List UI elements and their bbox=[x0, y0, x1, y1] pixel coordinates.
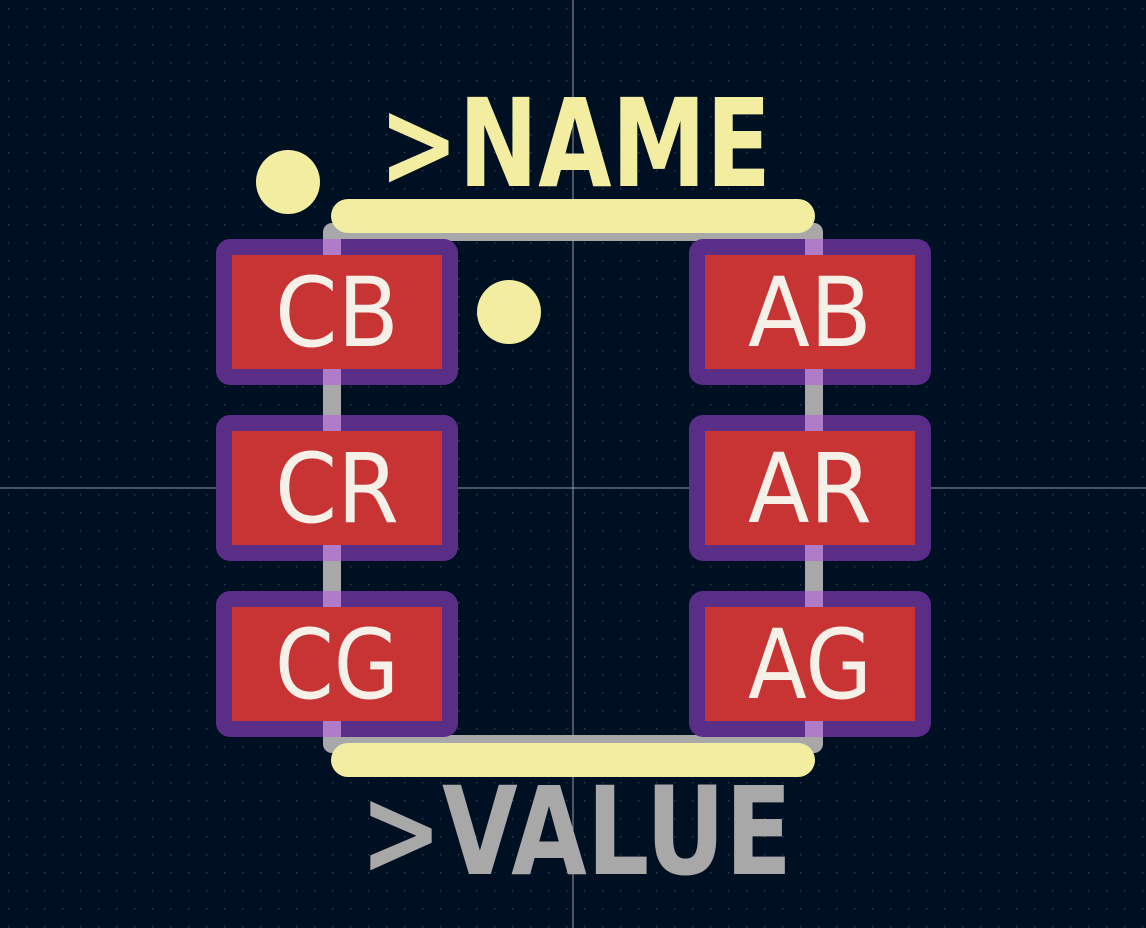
pad-copper-overlap bbox=[805, 431, 823, 545]
pad-copper-overlap bbox=[805, 255, 823, 369]
pad-copper-overlap bbox=[323, 431, 341, 545]
pad-label: AR bbox=[748, 433, 872, 545]
pad-label: CG bbox=[275, 609, 399, 721]
pad-ab[interactable]: AB bbox=[689, 239, 931, 385]
pad-ar[interactable]: AR bbox=[689, 415, 931, 561]
pad-label: CR bbox=[275, 433, 399, 545]
pad-label: AG bbox=[748, 609, 872, 721]
pad-label: AB bbox=[748, 257, 872, 369]
value-label: >VALUE bbox=[360, 761, 792, 903]
pad-label: CB bbox=[275, 257, 399, 369]
pad-ag[interactable]: AG bbox=[689, 591, 931, 737]
pad-copper-overlap bbox=[805, 607, 823, 721]
pad-copper-overlap bbox=[323, 607, 341, 721]
pin1-fab-marker bbox=[477, 280, 541, 344]
pin1-silkscreen-dot bbox=[256, 150, 320, 214]
pad-copper-overlap bbox=[323, 255, 341, 369]
pads-group: CB CR CG AB AR AG bbox=[216, 239, 931, 737]
pad-cb[interactable]: CB bbox=[216, 239, 458, 385]
reference-designator: >NAME bbox=[379, 73, 771, 215]
pad-cr[interactable]: CR bbox=[216, 415, 458, 561]
pad-cg[interactable]: CG bbox=[216, 591, 458, 737]
